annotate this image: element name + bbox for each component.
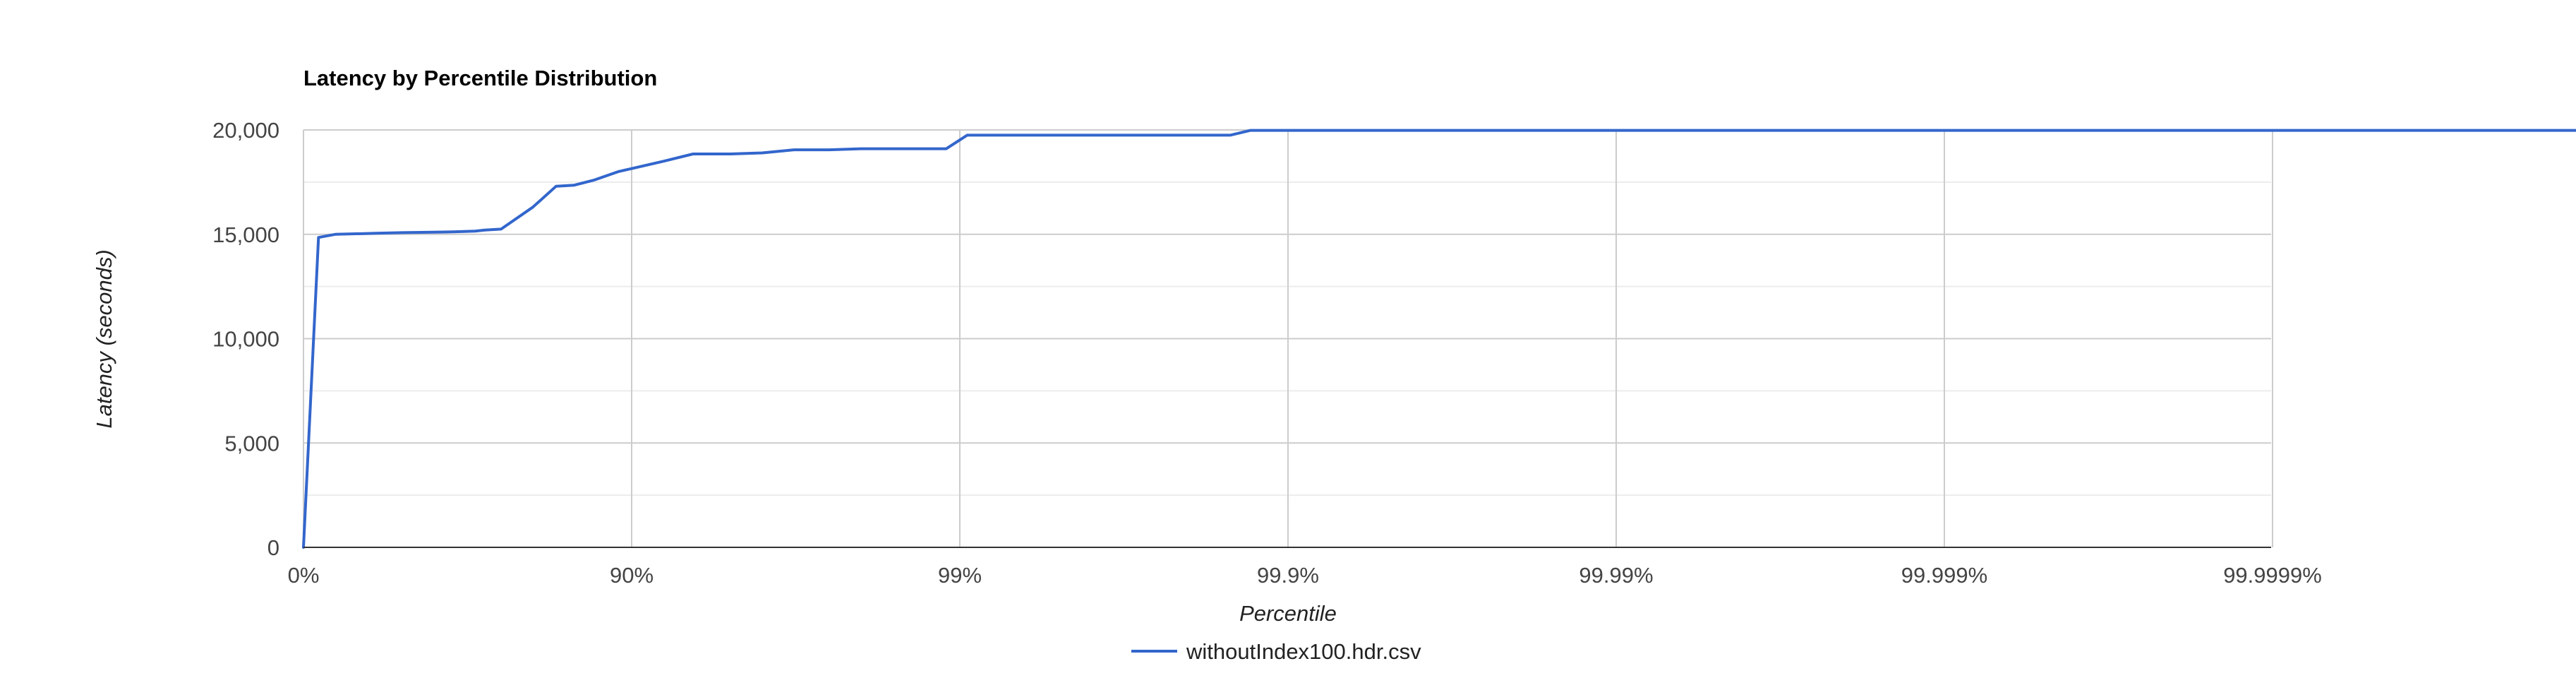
series-lines [302,129,2576,549]
x-tick-label: 99.999% [1901,563,1987,588]
y-tick-label: 15,000 [212,222,279,247]
x-tick-label: 99.99% [1579,563,1653,588]
x-tick-label: 90% [610,563,654,588]
chart-title: Latency by Percentile Distribution [303,66,657,90]
y-axis-title: Latency (seconds) [92,249,116,428]
y-tick-label: 5,000 [224,431,279,456]
y-axis-tick-labels: 0 5,000 10,000 15,000 20,000 [212,118,279,560]
y-tick-label: 0 [267,535,279,560]
gridlines [303,129,2273,547]
legend: withoutIndex100.hdr.csv [1131,639,1421,664]
y-tick-label: 20,000 [212,118,279,143]
x-axis-tick-labels: 0% 90% 99% 99.9% 99.99% 99.999% 99.9999% [288,563,2322,588]
legend-label: withoutIndex100.hdr.csv [1186,639,1421,664]
series-line-0 [302,129,2576,549]
x-tick-label: 99% [938,563,982,588]
x-axis-title: Percentile [1239,601,1337,626]
x-tick-label: 99.9999% [2223,563,2322,588]
x-tick-label: 0% [288,563,320,588]
y-tick-label: 10,000 [212,327,279,352]
x-tick-label: 99.9% [1257,563,1319,588]
